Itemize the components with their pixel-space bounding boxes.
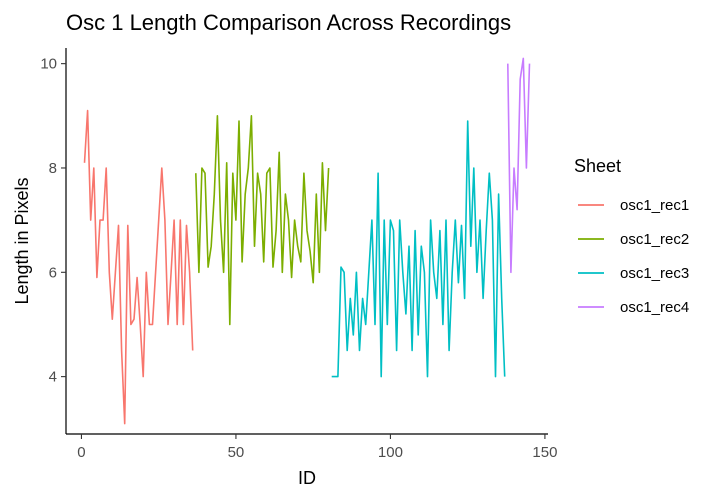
y-tick-label: 10 <box>40 56 57 73</box>
x-tick-label: 150 <box>532 444 557 461</box>
legend-label-osc1_rec4: osc1_rec4 <box>620 299 689 316</box>
x-tick-label: 0 <box>77 444 85 461</box>
chart-title: Osc 1 Length Comparison Across Recording… <box>66 10 511 35</box>
legend-label-osc1_rec3: osc1_rec3 <box>620 265 689 282</box>
x-axis-title: ID <box>298 468 316 488</box>
y-axis-title: Length in Pixels <box>12 177 32 304</box>
legend-title: Sheet <box>574 156 621 176</box>
x-axis-ticks: 0 50 100 150 <box>77 434 557 461</box>
series-layer <box>83 57 531 425</box>
y-tick-label: 6 <box>49 264 57 281</box>
y-axis-ticks: 4 6 8 10 <box>40 56 66 386</box>
series-line-osc1_rec2 <box>195 115 330 326</box>
legend-items: osc1_rec1 osc1_rec2 osc1_rec3 osc1_rec4 <box>578 197 689 316</box>
y-tick-label: 4 <box>49 369 57 386</box>
series-line-osc1_rec3 <box>331 120 506 378</box>
series-line-osc1_rec4 <box>507 57 531 274</box>
legend-label-osc1_rec2: osc1_rec2 <box>620 231 689 248</box>
series-line-osc1_rec1 <box>83 109 194 425</box>
y-tick-label: 8 <box>49 160 57 177</box>
plot-area: 0 50 100 150 4 6 8 10 <box>40 48 557 461</box>
legend: Sheet osc1_rec1osc1_rec2osc1_rec3osc1_re… <box>574 156 689 316</box>
x-tick-label: 50 <box>228 444 245 461</box>
legend-label-osc1_rec1: osc1_rec1 <box>620 197 689 214</box>
x-tick-label: 100 <box>378 444 403 461</box>
